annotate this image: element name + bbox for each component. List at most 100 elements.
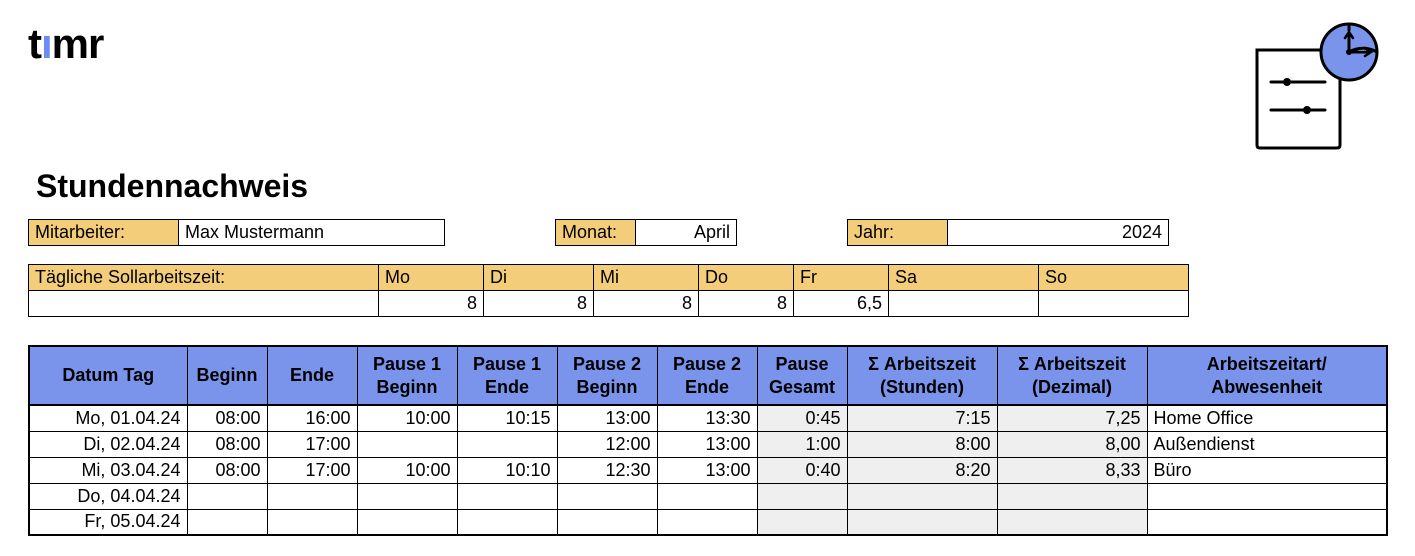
target-hours-value: 8 — [484, 291, 594, 317]
table-cell — [657, 483, 757, 509]
page-title: Stundennachweis — [36, 168, 1387, 205]
table-cell: Mi, 03.04.24 — [29, 457, 187, 483]
table-cell: 0:40 — [757, 457, 847, 483]
target-hours-value — [1039, 291, 1189, 317]
table-cell: 7:15 — [847, 405, 997, 431]
brand-logo: tımr — [28, 20, 103, 68]
table-cell — [267, 509, 357, 535]
logo-part-i: ı — [41, 20, 52, 67]
target-hours-value: 8 — [379, 291, 484, 317]
target-hours-value — [889, 291, 1039, 317]
table-cell — [187, 483, 267, 509]
table-row: Mo, 01.04.2408:0016:0010:0010:1513:0013:… — [29, 405, 1387, 431]
target-hours-day: So — [1039, 265, 1189, 291]
table-cell — [457, 509, 557, 535]
target-hours-day: Di — [484, 265, 594, 291]
timesheet-table: Datum TagBeginnEndePause 1BeginnPause 1E… — [28, 345, 1388, 536]
table-cell: Außendienst — [1147, 431, 1387, 457]
table-cell — [847, 483, 997, 509]
employee-label: Mitarbeiter: — [29, 220, 179, 245]
column-header: Σ Arbeitszeit(Dezimal) — [997, 346, 1147, 405]
target-hours-table: Tägliche Sollarbeitszeit:MoDiMiDoFrSaSo … — [28, 264, 1189, 317]
table-cell — [187, 509, 267, 535]
table-cell: 13:30 — [657, 405, 757, 431]
target-hours-value: 8 — [699, 291, 794, 317]
target-hours-day: Fr — [794, 265, 889, 291]
table-row: Fr, 05.04.24 — [29, 509, 1387, 535]
target-hours-day: Mo — [379, 265, 484, 291]
table-cell — [847, 509, 997, 535]
employee-value: Max Mustermann — [179, 220, 444, 245]
column-header: Pause 2Beginn — [557, 346, 657, 405]
table-cell: 13:00 — [557, 405, 657, 431]
meta-strip: Mitarbeiter: Max Mustermann Monat: April… — [28, 219, 1387, 246]
month-value: April — [636, 220, 736, 245]
table-cell: 8,00 — [997, 431, 1147, 457]
table-cell: 1:00 — [757, 431, 847, 457]
target-hours-day: Sa — [889, 265, 1039, 291]
table-cell — [557, 509, 657, 535]
column-header: Pause 2Ende — [657, 346, 757, 405]
table-cell — [657, 509, 757, 535]
table-cell: Mo, 01.04.24 — [29, 405, 187, 431]
table-cell — [1147, 509, 1387, 535]
target-hours-value: 6,5 — [794, 291, 889, 317]
table-cell: 13:00 — [657, 431, 757, 457]
month-label: Monat: — [556, 220, 636, 245]
clipboard-clock-icon — [1237, 20, 1387, 150]
table-cell: 16:00 — [267, 405, 357, 431]
table-cell: Fr, 05.04.24 — [29, 509, 187, 535]
table-cell — [357, 509, 457, 535]
table-cell: 8,33 — [997, 457, 1147, 483]
table-cell: 17:00 — [267, 431, 357, 457]
table-cell — [757, 483, 847, 509]
table-cell: 08:00 — [187, 457, 267, 483]
target-hours-value: 8 — [594, 291, 699, 317]
table-cell: 10:15 — [457, 405, 557, 431]
year-field: Jahr: 2024 — [847, 219, 1169, 246]
table-cell: Home Office — [1147, 405, 1387, 431]
table-cell: 17:00 — [267, 457, 357, 483]
table-cell: Di, 02.04.24 — [29, 431, 187, 457]
column-header: Beginn — [187, 346, 267, 405]
table-cell — [557, 483, 657, 509]
logo-part-2: mr — [52, 20, 104, 67]
column-header: Pause 1Ende — [457, 346, 557, 405]
table-cell: 8:20 — [847, 457, 997, 483]
target-hours-label: Tägliche Sollarbeitszeit: — [29, 265, 379, 291]
table-cell — [357, 431, 457, 457]
table-cell — [997, 483, 1147, 509]
table-cell: 7,25 — [997, 405, 1147, 431]
employee-field: Mitarbeiter: Max Mustermann — [28, 219, 445, 246]
column-header: Datum Tag — [29, 346, 187, 405]
column-header: Arbeitszeitart/Abwesenheit — [1147, 346, 1387, 405]
table-row: Do, 04.04.24 — [29, 483, 1387, 509]
table-cell: 08:00 — [187, 431, 267, 457]
logo-part-1: t — [28, 20, 41, 67]
table-cell — [457, 483, 557, 509]
target-hours-day: Do — [699, 265, 794, 291]
table-cell: 10:00 — [357, 457, 457, 483]
table-cell — [457, 431, 557, 457]
table-cell: 10:10 — [457, 457, 557, 483]
table-cell — [1147, 483, 1387, 509]
column-header: PauseGesamt — [757, 346, 847, 405]
month-field: Monat: April — [555, 219, 737, 246]
target-hours-blank — [29, 291, 379, 317]
year-label: Jahr: — [848, 220, 948, 245]
target-hours-day: Mi — [594, 265, 699, 291]
table-cell — [267, 483, 357, 509]
table-cell — [757, 509, 847, 535]
year-value: 2024 — [948, 220, 1168, 245]
table-row: Di, 02.04.2408:0017:0012:0013:001:008:00… — [29, 431, 1387, 457]
table-cell: 13:00 — [657, 457, 757, 483]
table-cell: 10:00 — [357, 405, 457, 431]
column-header: Pause 1Beginn — [357, 346, 457, 405]
column-header: Σ Arbeitszeit(Stunden) — [847, 346, 997, 405]
table-cell: Do, 04.04.24 — [29, 483, 187, 509]
table-cell: Büro — [1147, 457, 1387, 483]
table-cell — [997, 509, 1147, 535]
table-row: Mi, 03.04.2408:0017:0010:0010:1012:3013:… — [29, 457, 1387, 483]
table-cell: 08:00 — [187, 405, 267, 431]
table-cell — [357, 483, 457, 509]
